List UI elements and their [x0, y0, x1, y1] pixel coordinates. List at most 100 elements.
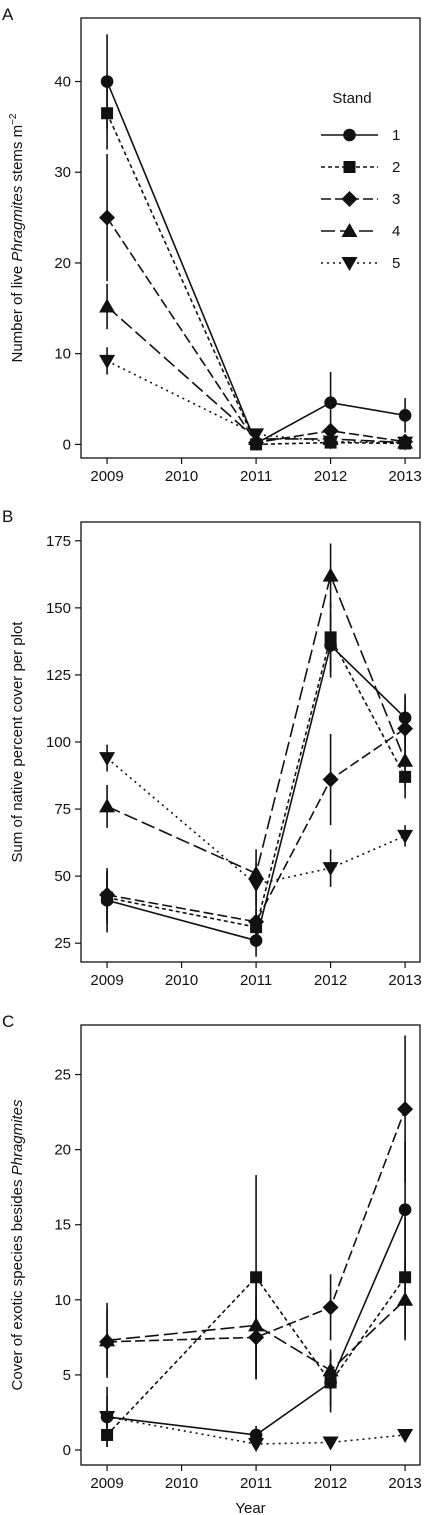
series-line [106, 217, 406, 444]
y-axis-label-part: Phragmites [9, 1099, 26, 1175]
series-line [107, 1108, 406, 1343]
data-point [99, 354, 116, 369]
data-point [248, 878, 265, 893]
y-axis-label-part: Sum of native percent cover per plot [9, 621, 26, 863]
y-tick-label: 75 [54, 801, 71, 818]
y-tick-label: 25 [54, 1067, 71, 1084]
data-point [322, 1299, 339, 1316]
data-point [322, 422, 339, 439]
legend-label: 3 [392, 191, 400, 208]
data-point [322, 1436, 339, 1451]
panel-b: B 2009 2010 2011 2012 2013 25 50 75 100 125 150 175 S… [2, 507, 422, 989]
data-point [397, 720, 414, 737]
legend-marker [341, 223, 358, 237]
panel-letter: B [2, 507, 13, 526]
series-line [106, 573, 406, 875]
x-tick-label: 2009 [90, 1475, 123, 1492]
data-point [324, 396, 337, 409]
data-point [99, 1410, 116, 1425]
series-stand-4 [99, 1259, 414, 1392]
plot-frame [80, 521, 421, 963]
y-tick-label: 50 [54, 868, 71, 885]
y-tick-label: 175 [46, 533, 71, 550]
x-tick-label: 2010 [165, 468, 198, 485]
legend-label: 4 [392, 223, 400, 240]
x-tick-label: 2012 [314, 1475, 347, 1492]
x-tick-label: 2013 [388, 972, 421, 989]
legend-label: 5 [392, 255, 400, 272]
y-axis-label-part: Number of live [9, 262, 26, 363]
y-tick-label: 25 [54, 935, 71, 952]
panel-c: C 2009 2010 2011 2012 2013 0 5 10 15 20 25 Cover of … [2, 1012, 422, 1515]
series-line [106, 1276, 406, 1436]
series-line [106, 757, 406, 886]
series-line [106, 635, 406, 929]
y-axis-label: Sum of native percent cover per plot [9, 621, 26, 863]
data-point [322, 771, 339, 788]
y-tick-label: 20 [54, 1142, 71, 1159]
data-point [248, 1437, 265, 1452]
series-line [106, 1209, 406, 1436]
y-tick-label: 30 [54, 164, 71, 181]
y-tick-label: 150 [46, 600, 71, 617]
data-point [248, 428, 265, 443]
series-stand-5 [99, 347, 414, 451]
y-axis-label-part: Phragmites [9, 185, 26, 261]
plot-frame [80, 1024, 421, 1466]
panel-a: A 2009 2010 2011 2012 2013 0 10 20 30 40 Number of … [2, 5, 422, 485]
data-point [101, 107, 114, 120]
data-point [322, 567, 339, 582]
x-tick-label: 2010 [165, 972, 198, 989]
data-point [99, 798, 116, 813]
legend-title: Stand [332, 90, 371, 107]
data-point [322, 435, 339, 450]
x-tick-label: 2013 [388, 468, 421, 485]
x-tick-label: 2011 [240, 1475, 272, 1492]
x-tick-label: 2011 [240, 468, 272, 485]
y-tick-label: 5 [63, 1367, 71, 1384]
series-line [106, 305, 406, 444]
y-axis-label: Number of live Phragmites stems m−2 [8, 113, 26, 362]
y-axis-label-part: Cover of exotic species besides [9, 1175, 26, 1390]
legend-marker [341, 191, 358, 207]
y-tick-label: 20 [54, 255, 71, 272]
legend-marker [343, 161, 356, 173]
y-tick-label: 10 [54, 346, 71, 363]
y-tick-label: 15 [54, 1217, 71, 1234]
x-tick-label: 2012 [314, 468, 347, 485]
x-tick-label: 2009 [90, 468, 123, 485]
legend-marker [343, 128, 356, 142]
x-tick-label: 2011 [240, 972, 272, 989]
data-point [99, 752, 116, 767]
series-stand-5 [99, 744, 414, 906]
series-stand-4 [99, 543, 414, 898]
data-point [99, 298, 116, 313]
data-point [322, 862, 339, 877]
legend-label: 1 [392, 127, 400, 144]
x-tick-label: 2013 [388, 1475, 421, 1492]
x-tick-label: 2009 [90, 972, 123, 989]
legend-marker [341, 257, 358, 271]
data-point [397, 1101, 414, 1118]
panel-letter: A [2, 5, 14, 24]
y-axis-label-part: −2 [8, 113, 19, 125]
legend-label: 2 [392, 159, 400, 176]
data-point [248, 913, 265, 930]
y-tick-label: 10 [54, 1292, 71, 1309]
series-stand-3 [99, 696, 414, 946]
y-axis-label-part: stems m [9, 125, 26, 186]
data-point [324, 631, 337, 644]
series-stand-4 [99, 283, 414, 449]
data-point [397, 829, 414, 844]
data-point [397, 436, 414, 451]
data-point [398, 409, 412, 422]
data-point [99, 209, 116, 226]
series-line [106, 643, 406, 942]
data-point [248, 1317, 265, 1332]
x-tick-label: 2010 [165, 1475, 198, 1492]
series-line [106, 1299, 406, 1372]
panel-letter: C [2, 1012, 14, 1031]
data-point [99, 886, 116, 903]
data-point [99, 1332, 116, 1347]
